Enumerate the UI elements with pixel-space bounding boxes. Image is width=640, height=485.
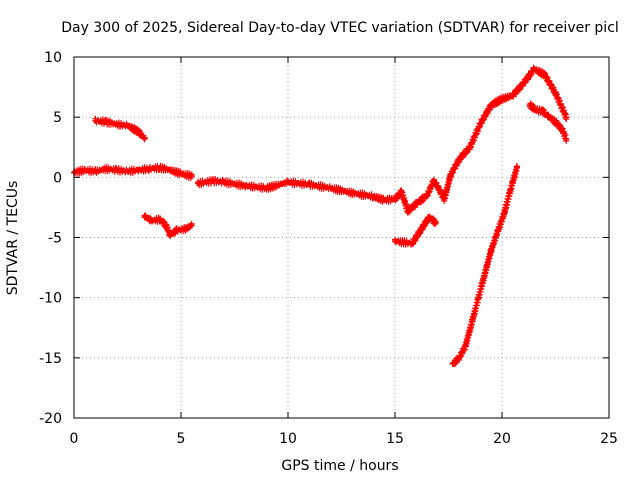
series-layer: [71, 64, 570, 367]
series-markers: [392, 213, 439, 248]
x-tick-label: 5: [177, 431, 186, 447]
y-tick-label: -10: [39, 291, 62, 307]
series-markers: [526, 100, 570, 144]
y-tick-label: 5: [53, 110, 62, 126]
x-axis-label: GPS time / hours: [281, 458, 398, 474]
series-markers: [141, 212, 195, 240]
plot-frame: [73, 56, 610, 419]
series-segment-main: [71, 162, 195, 181]
x-tick-label: 20: [493, 431, 511, 447]
ticklabel-layer: 0 5 10 15 20 25 10 5 0 -5 -10 -15 -20: [39, 50, 618, 447]
x-tick-label: 0: [70, 431, 79, 447]
y-tick-label: 10: [44, 50, 62, 66]
y-axis-label: SDTVAR / TECUs: [5, 181, 21, 296]
series-segment-early-high: [92, 115, 148, 143]
series-segment-early-low: [141, 212, 195, 240]
series-markers: [92, 115, 148, 143]
y-tick-label: -20: [39, 411, 62, 427]
chart-title: Day 300 of 2025, Sidereal Day-to-day VTE…: [61, 20, 619, 36]
y-tick-label: -5: [48, 231, 62, 247]
series-segment-late-high: [526, 100, 570, 144]
y-tick-label: -15: [39, 351, 62, 367]
x-tick-label: 15: [386, 431, 404, 447]
series-segment-mid: [195, 64, 570, 216]
y-tick-label: 0: [53, 170, 62, 186]
x-tick-label: 25: [600, 431, 618, 447]
series-markers: [449, 163, 520, 367]
series-segment-late-low: [449, 163, 520, 367]
series-markers: [195, 64, 570, 216]
x-tick-label: 10: [279, 431, 297, 447]
series-segment-mid-low: [392, 213, 439, 248]
